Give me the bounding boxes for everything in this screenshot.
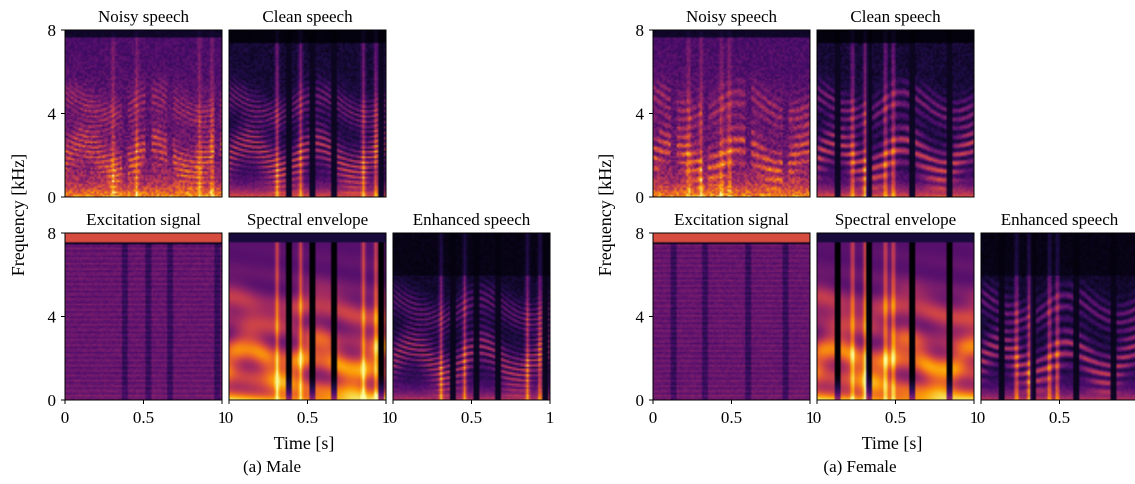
panel-title-clean: Clean speech: [262, 7, 353, 26]
caption-male: (a) Male: [243, 457, 301, 476]
caption-female: (a) Female: [823, 457, 896, 476]
y-tick-label: 8: [48, 224, 57, 243]
x-tick-label: 1: [382, 408, 391, 427]
x-tick-label: 0: [649, 408, 658, 427]
spectrogram-image-envelope: [817, 233, 974, 400]
panel-title-noisy: Noisy speech: [686, 7, 778, 26]
x-tick-label: 0.5: [721, 408, 742, 427]
x-tick-label: 1: [1134, 408, 1135, 427]
xlabel-female: Time [s]: [862, 433, 923, 453]
x-tick-label: 0: [813, 408, 822, 427]
panel-title-envelope: Spectral envelope: [247, 210, 368, 229]
x-tick-label: 0.5: [461, 408, 482, 427]
panel-noisy-female: Noisy speech 0 4 8: [636, 7, 811, 207]
panel-title-excitation: Excitation signal: [674, 210, 789, 229]
y-tick-label: 4: [48, 308, 57, 327]
spectrogram-image-excitation: [653, 233, 810, 400]
panel-clean-male: Clean speech: [228, 7, 387, 198]
x-tick-label: 0: [225, 408, 234, 427]
spectrogram-image-enhanced: [393, 233, 550, 400]
xlabel-male: Time [s]: [274, 433, 335, 453]
panel-title-enhanced: Enhanced speech: [413, 210, 531, 229]
ylabel-female: Frequency [kHz]: [595, 154, 615, 276]
panel-envelope-male: Spectral envelope 0 0.5 1: [225, 210, 391, 427]
panel-envelope-female: Spectral envelope 0 0.5 1: [813, 210, 979, 427]
x-tick-label: 0.5: [133, 408, 154, 427]
panel-title-excitation: Excitation signal: [86, 210, 201, 229]
y-tick-label: 0: [636, 391, 645, 410]
x-tick-label: 0: [389, 408, 398, 427]
panel-group-male: Noisy speech 0 4 8 Clean speech Excitation si…: [48, 7, 555, 427]
y-tick-label: 4: [636, 308, 645, 327]
x-tick-label: 1: [970, 408, 979, 427]
spectrogram-image-clean: [229, 30, 386, 197]
y-tick-label: 8: [636, 224, 645, 243]
y-tick-label: 0: [636, 188, 645, 207]
x-tick-label: 0: [61, 408, 70, 427]
panel-group-female: Noisy speech 0 4 8 Clean speech Excitation si…: [636, 7, 1135, 427]
x-tick-label: 1: [546, 408, 555, 427]
x-tick-label: 0.5: [1049, 408, 1070, 427]
panel-frame: [228, 29, 387, 198]
panel-enhanced-male: Enhanced speech 0 0.5 1: [389, 210, 555, 427]
spectrogram-image-excitation: [65, 233, 222, 400]
panel-title-enhanced: Enhanced speech: [1001, 210, 1119, 229]
y-tick-label: 4: [48, 105, 57, 124]
panel-excitation-female: Excitation signal 0 4 8 0 0.5 1: [636, 210, 815, 427]
x-tick-label: 1: [218, 408, 227, 427]
panel-clean-female: Clean speech: [816, 7, 975, 198]
panel-frame: [816, 29, 975, 198]
y-tick-label: 8: [636, 21, 645, 40]
panel-noisy-male: Noisy speech 0 4 8: [48, 7, 223, 207]
y-tick-label: 4: [636, 105, 645, 124]
x-tick-label: 0.5: [885, 408, 906, 427]
panel-excitation-male: Excitation signal 0 4 8 0 0.5 1: [48, 210, 227, 427]
x-tick-label: 0: [977, 408, 986, 427]
y-tick-label: 0: [48, 188, 57, 207]
spectrogram-image-noisy: [653, 30, 810, 197]
x-tick-label: 1: [806, 408, 815, 427]
spectrogram-image-envelope: [229, 233, 386, 400]
spectrogram-image-enhanced: [981, 233, 1135, 400]
ylabel-male: Frequency [kHz]: [8, 154, 28, 276]
y-tick-label: 0: [48, 391, 57, 410]
spectrogram-panels: Noisy speech 0 4 8 Clean speech Excitation si…: [48, 7, 1135, 427]
spectrogram-image-noisy: [65, 30, 222, 197]
spectrogram-image-clean: [817, 30, 974, 197]
y-tick-label: 8: [48, 21, 57, 40]
panel-title-envelope: Spectral envelope: [835, 210, 956, 229]
panel-enhanced-female: Enhanced speech 0 0.5 1: [977, 210, 1135, 427]
panel-title-noisy: Noisy speech: [98, 7, 190, 26]
x-tick-label: 0.5: [297, 408, 318, 427]
panel-title-clean: Clean speech: [850, 7, 941, 26]
